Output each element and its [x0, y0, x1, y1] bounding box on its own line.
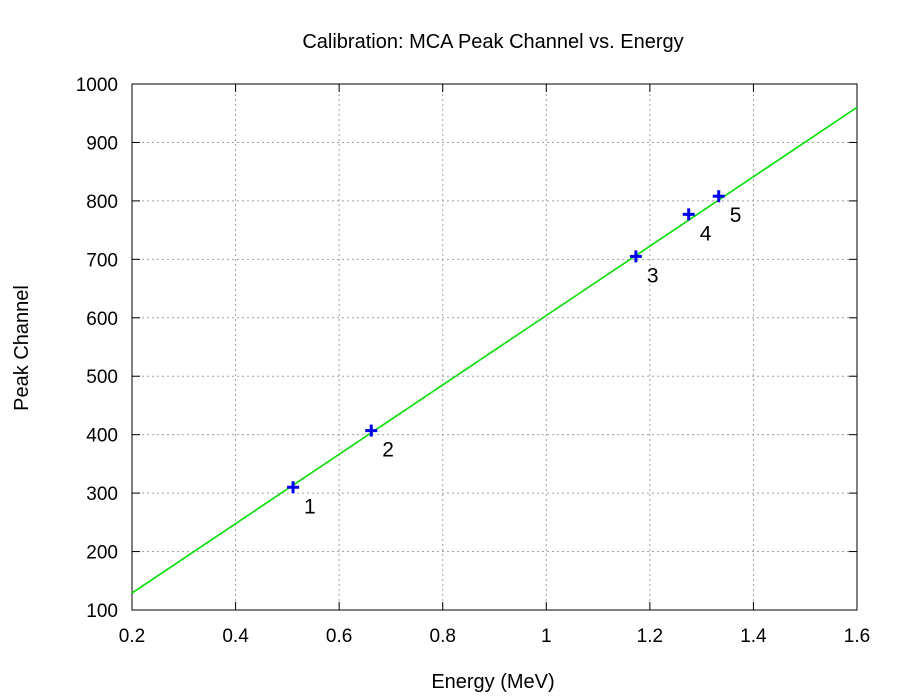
data-point-label: 3 [647, 264, 659, 287]
data-point-label: 2 [382, 439, 394, 462]
y-tick-label: 100 [86, 601, 118, 622]
y-tick-label: 500 [86, 367, 118, 388]
y-tick-label: 800 [86, 192, 118, 213]
y-tick-label: 400 [86, 426, 118, 447]
data-point-label: 5 [730, 204, 742, 227]
data-point [682, 208, 695, 221]
x-tick-label: 0.2 [119, 626, 145, 647]
y-tick-label: 200 [86, 543, 118, 564]
x-tick-label: 1.6 [844, 626, 870, 647]
y-tick-labels: 100 200 300 400 500 600 700 800 900 1000 [76, 75, 118, 622]
x-axis-label: Energy (MeV) [431, 671, 554, 693]
axis-ticks [131, 83, 858, 611]
data-point-label: 4 [700, 222, 712, 245]
chart-title: Calibration: MCA Peak Channel vs. Energy [302, 31, 683, 53]
x-tick-label: 1.4 [740, 626, 767, 647]
y-tick-label: 1000 [76, 75, 118, 96]
x-tick-label: 0.8 [430, 626, 456, 647]
y-tick-label: 700 [86, 250, 118, 271]
y-tick-label: 900 [86, 133, 118, 154]
y-tick-label: 300 [86, 484, 118, 505]
x-tick-label: 0.4 [222, 626, 249, 647]
y-tick-label: 600 [86, 309, 118, 330]
x-tick-label: 0.6 [326, 626, 352, 647]
data-point [629, 250, 642, 263]
fit-line [131, 106, 858, 594]
x-tick-label: 1 [541, 626, 552, 647]
x-tick-label: 1.2 [637, 626, 663, 647]
data-point-label: 1 [304, 495, 316, 518]
data-point [712, 190, 725, 203]
data-point [287, 481, 300, 494]
grid-lines [132, 84, 857, 610]
y-axis-label: Peak Channel [11, 285, 33, 411]
data-point [365, 424, 378, 437]
data-series: 1 2 3 45 [131, 106, 858, 594]
x-tick-labels: 0.2 0.4 0.6 0.8 1 1.2 1.4 1.6 [119, 626, 870, 647]
plot-frame [131, 83, 858, 611]
